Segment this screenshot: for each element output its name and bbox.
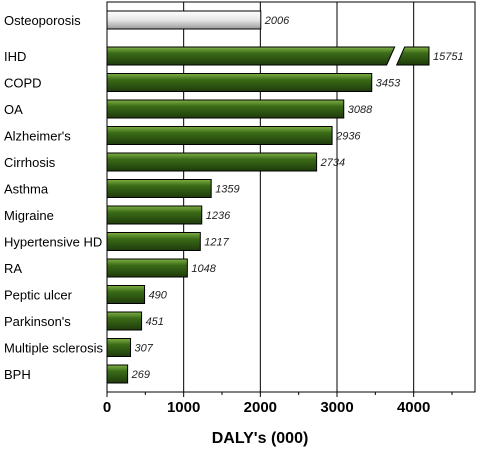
- value-label: 2936: [335, 131, 361, 143]
- value-label: 15751: [433, 51, 464, 63]
- value-label: 269: [131, 369, 150, 381]
- x-tick-label: 1000: [167, 399, 200, 416]
- bar: [106, 338, 132, 357]
- bar: [106, 258, 188, 278]
- category-label: COPD: [4, 76, 42, 91]
- bars: [106, 10, 430, 384]
- bar: [106, 311, 143, 331]
- bar-segment: [395, 46, 430, 66]
- grid-lines: [106, 1, 476, 393]
- x-axis-label: DALY's (000): [212, 430, 309, 447]
- value-label: 1048: [191, 263, 216, 275]
- category-label: Parkinson's: [4, 314, 71, 329]
- value-label: 490: [149, 290, 168, 302]
- value-label: 1236: [206, 210, 231, 222]
- category-labels: Osteoporosis IHD COPD OA Alzheimer's Cirrhosi…: [4, 13, 103, 382]
- bar: [106, 99, 345, 119]
- category-label: Multiple sclerosis: [4, 341, 103, 356]
- category-label: RA: [4, 261, 22, 276]
- bar: [106, 364, 129, 384]
- category-label: IHD: [4, 49, 26, 64]
- category-label: Peptic ulcer: [4, 288, 73, 303]
- bar: [106, 10, 262, 30]
- value-label: 3088: [348, 104, 373, 116]
- category-label: BPH: [4, 367, 31, 382]
- category-label: OA: [4, 102, 23, 117]
- x-tick-label: 4000: [397, 399, 430, 416]
- category-label: Osteoporosis: [4, 13, 81, 28]
- bar: [106, 179, 212, 198]
- value-label: 307: [135, 343, 154, 355]
- value-label: 451: [146, 316, 164, 328]
- x-axis: 0 1000 2000 3000 4000: [103, 392, 453, 416]
- category-label: Cirrhosis: [4, 155, 56, 170]
- bar: [106, 126, 333, 145]
- value-labels: 2006 15751 3453 3088 2936 2734 1359 1236 1217 104…: [131, 15, 464, 381]
- bar: [106, 46, 396, 66]
- bar: [106, 205, 203, 225]
- x-tick-label: 0: [103, 399, 111, 416]
- category-label: Asthma: [4, 182, 49, 197]
- category-label: Migraine: [4, 208, 54, 223]
- category-label: Hypertensive HD: [4, 235, 102, 250]
- value-label: 3453: [376, 78, 401, 90]
- value-label: 1359: [215, 184, 239, 196]
- bar: [106, 73, 373, 92]
- x-tick-label: 2000: [244, 399, 277, 416]
- value-label: 1217: [204, 237, 229, 249]
- bar: [106, 152, 318, 172]
- bar: [106, 285, 146, 304]
- value-label: 2734: [320, 157, 345, 169]
- category-label: Alzheimer's: [4, 129, 71, 144]
- bar: [106, 232, 201, 251]
- x-tick-label: 3000: [320, 399, 353, 416]
- value-label: 2006: [264, 15, 290, 27]
